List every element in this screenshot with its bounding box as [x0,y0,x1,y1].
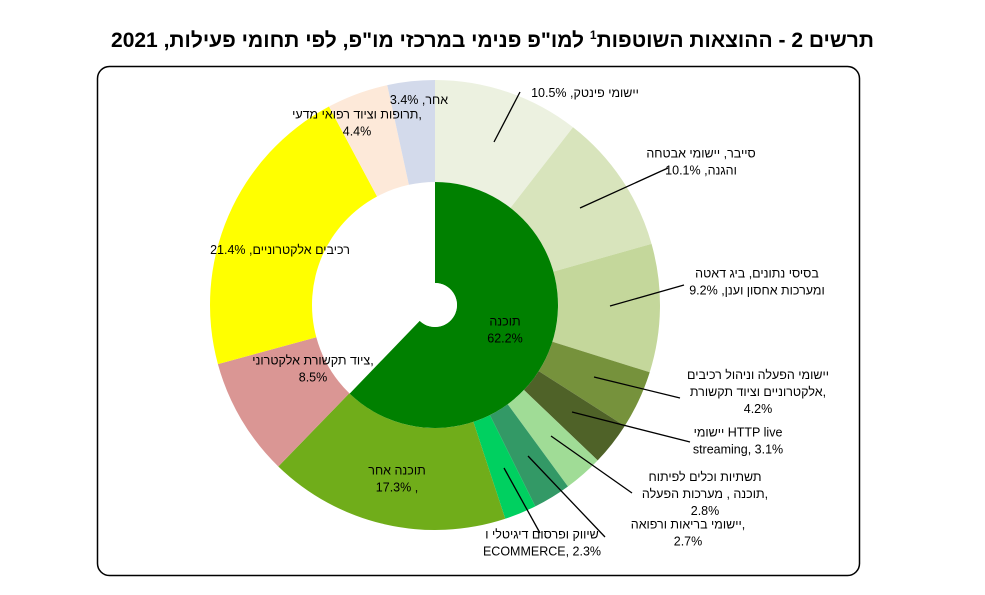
chart-title: תרשים 2 - ההוצאות השוטפות1 למו"פ פנימי ב… [0,28,985,53]
outer-label-7-line-2: 2.7% [674,535,703,549]
outer-label-2: סייבר, יישומי אבטחה והגנה, 10.1% [646,147,755,178]
leader-line-3 [609,284,685,307]
outer-label-2-line-1: סייבר, יישומי אבטחה [646,147,755,161]
outer-label-4: יישומי הפעלה וניהול רכיבים אלקטרוניים וצי… [687,368,829,416]
outer-label-4-line-1: יישומי הפעלה וניהול רכיבים [687,368,829,382]
outer-label-9-line-2: 17.3% , [376,481,418,495]
outer-label-3-line-2: ומערכות אחסון וענן, 9.2% [689,284,825,298]
outer-label-11: 21.4% ,רכיבים אלקטרוניים [210,243,350,257]
outer-slice-5 [523,371,625,461]
inner-slice-1 [349,181,558,429]
outer-label-5: יישומי HTTP live streaming, 3.1% [693,426,783,457]
chart-title-footnote: 1 [589,28,597,42]
outer-label-6-line-1: תשתיות וכלים לפיתוח [649,470,762,484]
outer-label-13-line-1: אחר, 3.4% [390,93,448,107]
outer-label-5-line-2: streaming, 3.1% [693,443,783,457]
leader-line-8 [503,467,541,534]
outer-label-6-line-3: 2.8% [691,504,720,518]
inner-label-1-line-1: תוכנה [489,315,520,329]
outer-label-9: תוכנה אחר 17.3% , [368,464,425,495]
outer-label-7-line-1: יישומי בריאות ורפואה, [631,518,745,532]
outer-ring [209,80,661,530]
outer-slice-8 [473,415,536,519]
outer-label-8: שיווק ופרסום דיגיטלי ו ECOMMERCE, 2.3% [483,528,601,559]
outer-label-12-line-1: תרופות וציוד רפואי מדעי, [292,108,422,122]
outer-label-12: תרופות וציוד רפואי מדעי, 4.4% [292,108,422,139]
outer-label-8-line-2: ECOMMERCE, 2.3% [483,545,601,559]
leader-line-7 [527,455,606,538]
outer-label-7: יישומי בריאות ורפואה, 2.7% [631,518,745,549]
chart-title-text-end: למו"פ פנימי במרכזי מו"פ, לפי תחומי פעילו… [111,29,590,52]
outer-slice-1 [435,80,574,208]
inner-label-1: תוכנה 62.2% [487,315,522,346]
outer-slice-2 [510,127,652,272]
outer-label-4-line-3: 4.2% [744,402,773,416]
outer-slice-7 [489,404,568,507]
outer-label-12-line-2: 4.4% [343,125,372,139]
chart-title-text: תרשים 2 - ההוצאות השוטפות [596,29,874,52]
outer-label-6-line-2: תוכנה , מערכות הפעלה, [642,487,768,501]
outer-label-3: בסיסי נתונים, ביג דאטה ומערכות אחסון וענן… [689,267,825,298]
outer-slice-12 [328,85,409,197]
outer-label-10: ציוד תקשורת אלקטרוני, 8.5% [252,354,373,385]
leader-line-5 [571,411,691,443]
leader-line-6 [550,435,633,494]
outer-slice-10 [217,337,350,467]
leader-line-1 [493,91,521,143]
leader-line-2 [579,167,669,209]
outer-label-13: אחר, 3.4% [390,93,448,107]
data-labels: יישומי פינטק, 10.5% סייבר, יישומי אבטחה וה… [210,86,829,559]
center-hole [413,283,457,327]
outer-slice-9 [278,393,506,530]
outer-slice-6 [507,389,598,487]
outer-label-5-line-1: יישומי HTTP live [694,426,783,440]
outer-label-10-line-2: 8.5% [299,371,328,385]
outer-label-4-line-2: אלקטרוניים וציוד תקשורת, [690,385,826,399]
outer-label-11-line-1: 21.4% ,רכיבים אלקטרוניים [210,243,350,257]
outer-slice-3 [552,243,661,373]
leader-lines [493,91,691,538]
outer-label-6: תשתיות וכלים לפיתוח תוכנה , מערכות הפעלה,… [642,470,768,518]
leader-line-4 [593,376,681,399]
outer-label-1-line-1: יישומי פינטק, 10.5% [531,86,639,100]
outer-slice-4 [538,341,650,426]
outer-label-10-line-1: ציוד תקשורת אלקטרוני, [252,354,373,368]
inner-label-1-line-2: 62.2% [487,332,522,346]
outer-slice-13 [387,80,435,185]
outer-label-2-line-2: והגנה, 10.1% [665,164,737,178]
outer-label-8-line-1: שיווק ופרסום דיגיטלי ו [485,528,599,542]
outer-label-3-line-1: בסיסי נתונים, ביג דאטה [695,267,819,281]
outer-label-1: יישומי פינטק, 10.5% [531,86,639,100]
outer-slice-11 [209,106,378,365]
outer-label-9-line-1: תוכנה אחר [368,464,425,478]
inner-ring [349,181,558,429]
